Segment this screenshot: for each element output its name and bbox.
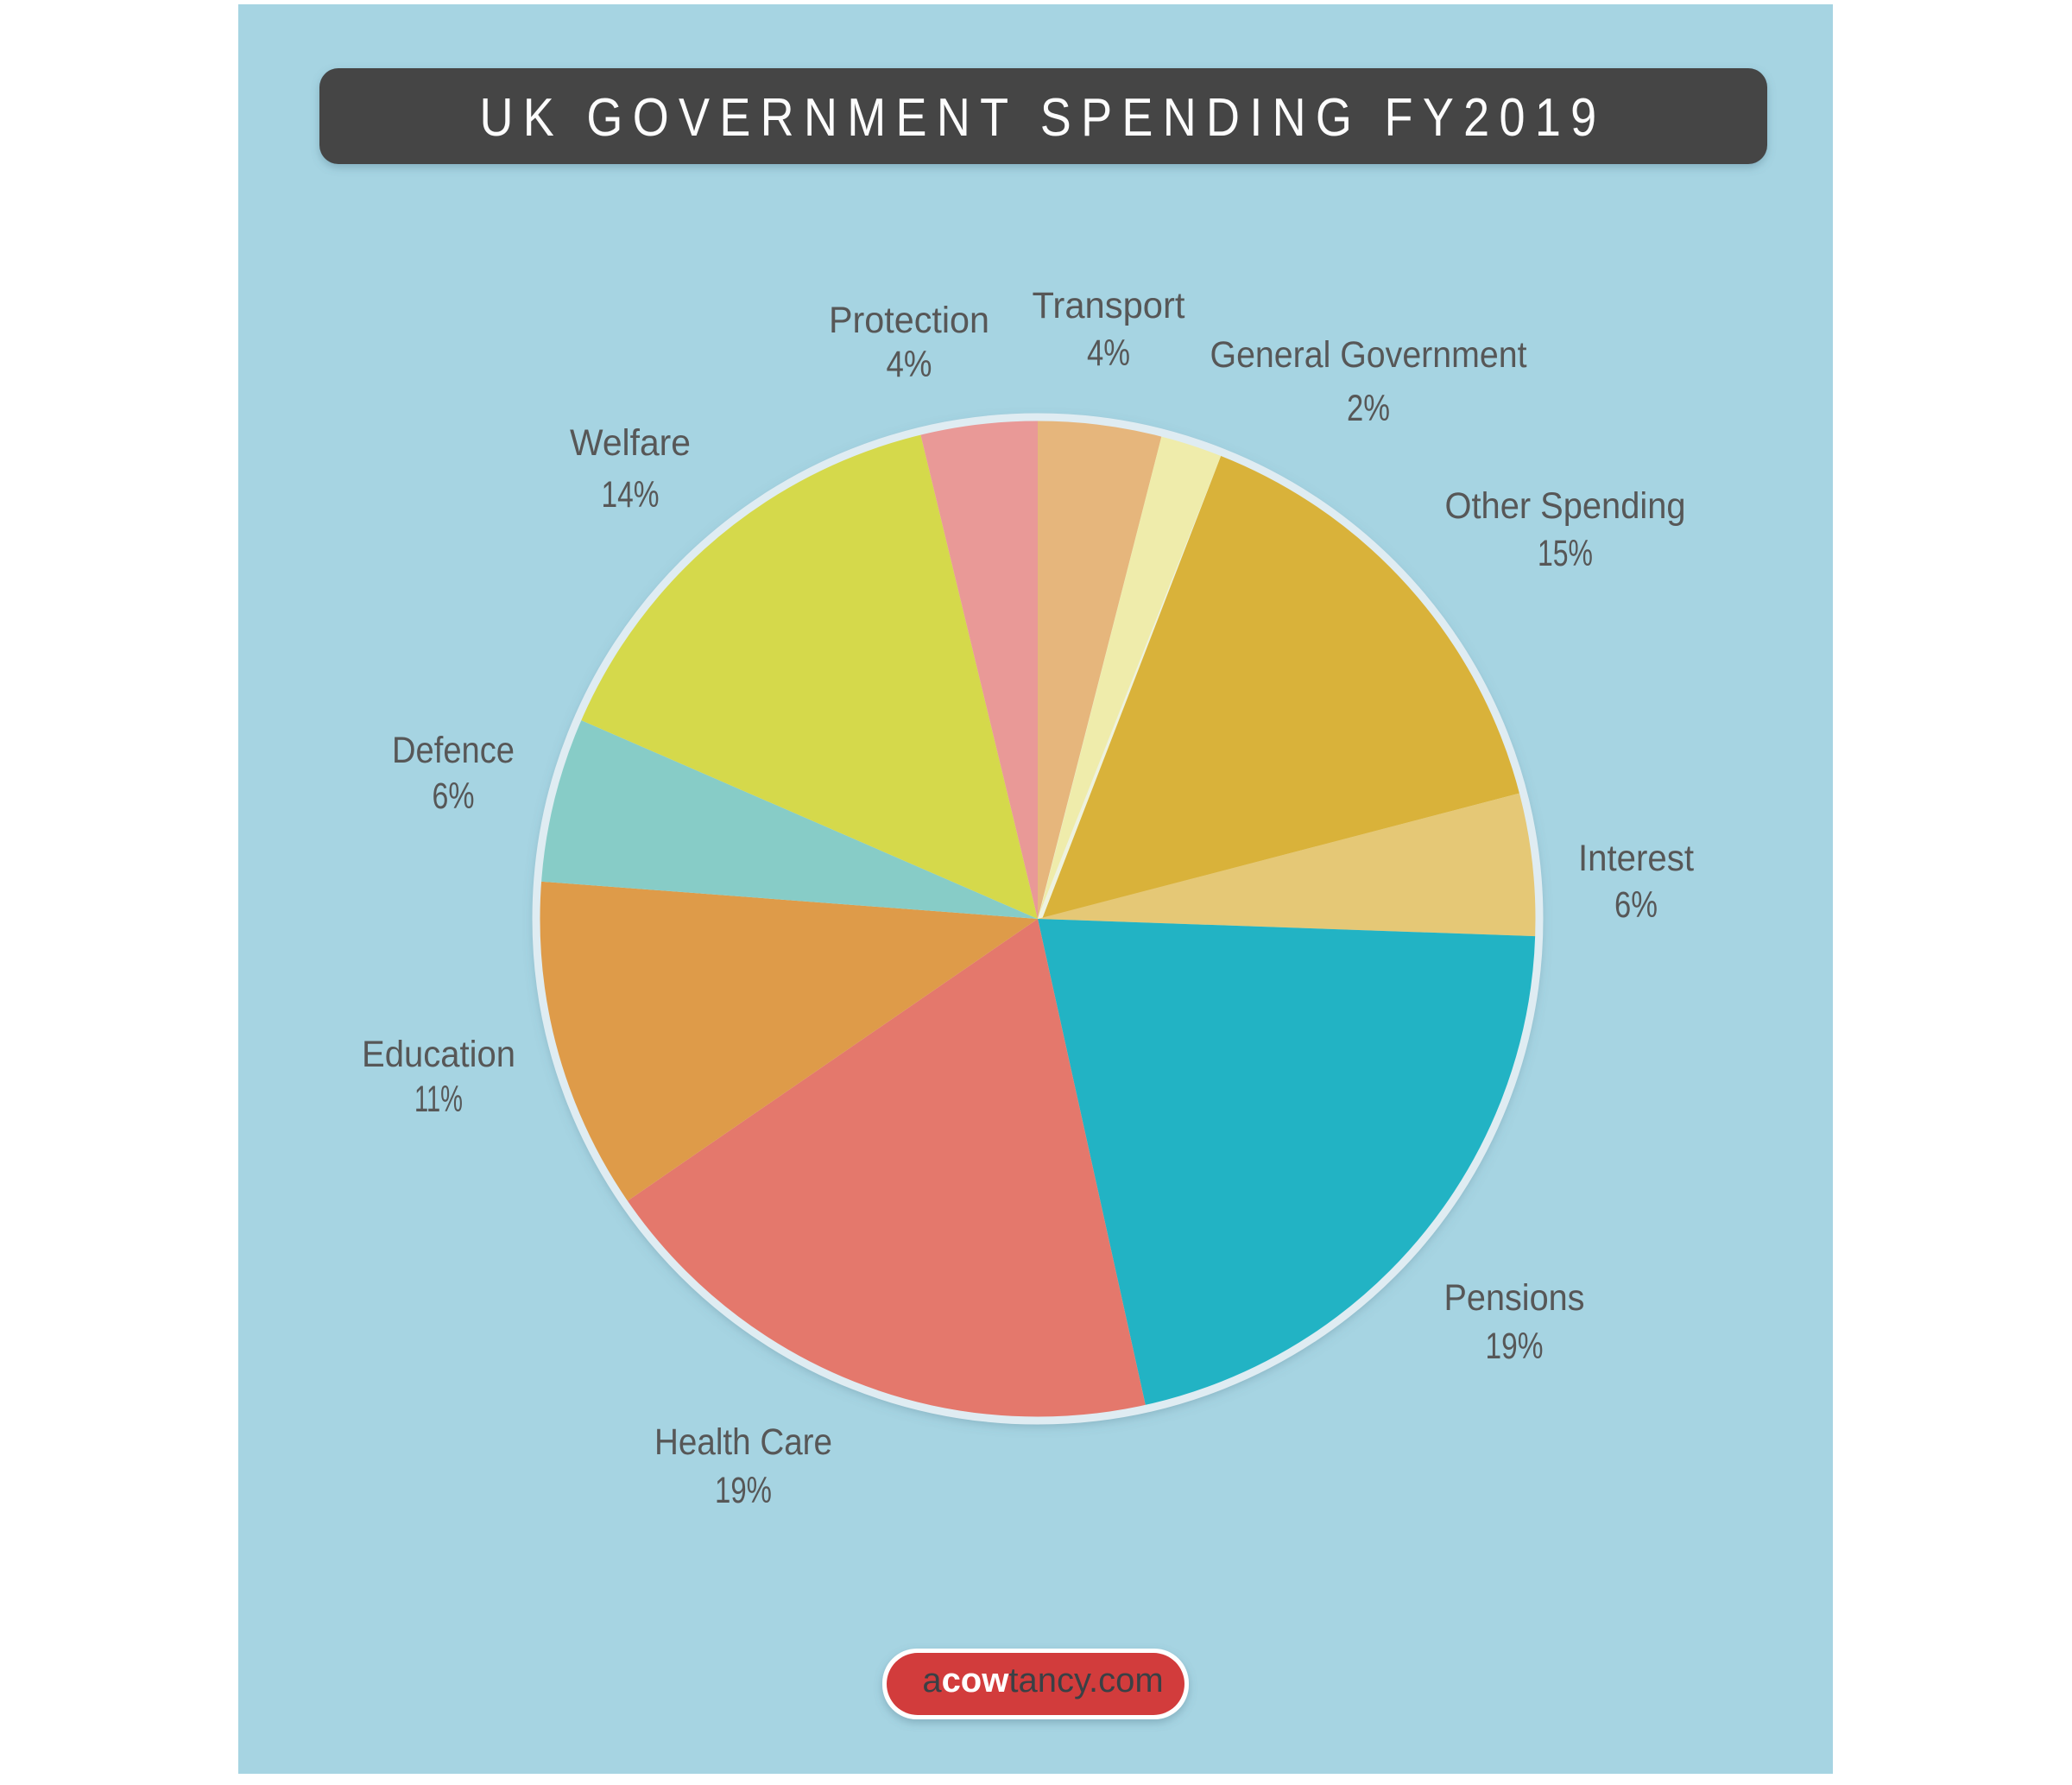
- svg-text:14%: 14%: [602, 474, 660, 516]
- svg-text:4%: 4%: [1087, 332, 1130, 374]
- svg-text:Transport: Transport: [1033, 285, 1185, 326]
- svg-text:Pensions: Pensions: [1444, 1277, 1585, 1319]
- svg-text:Health Care: Health Care: [654, 1421, 832, 1463]
- svg-text:6%: 6%: [433, 775, 475, 817]
- svg-text:15%: 15%: [1538, 533, 1593, 574]
- svg-text:Protection: Protection: [829, 300, 989, 341]
- svg-text:2%: 2%: [1347, 388, 1390, 429]
- svg-text:acowtancy.com: acowtancy.com: [922, 1662, 1163, 1700]
- svg-text:General Government: General Government: [1210, 334, 1527, 376]
- svg-text:Defence: Defence: [392, 730, 515, 771]
- svg-text:Other Spending: Other Spending: [1445, 485, 1686, 527]
- svg-text:UK GOVERNMENT SPENDING FY2019: UK GOVERNMENT SPENDING FY2019: [480, 88, 1607, 148]
- svg-text:11%: 11%: [414, 1079, 463, 1120]
- svg-text:Interest: Interest: [1578, 838, 1694, 879]
- svg-text:19%: 19%: [1486, 1326, 1544, 1367]
- svg-text:6%: 6%: [1614, 884, 1658, 926]
- svg-text:Education: Education: [362, 1034, 515, 1075]
- svg-text:Welfare: Welfare: [570, 422, 691, 464]
- svg-text:4%: 4%: [887, 344, 932, 385]
- svg-text:19%: 19%: [715, 1470, 772, 1511]
